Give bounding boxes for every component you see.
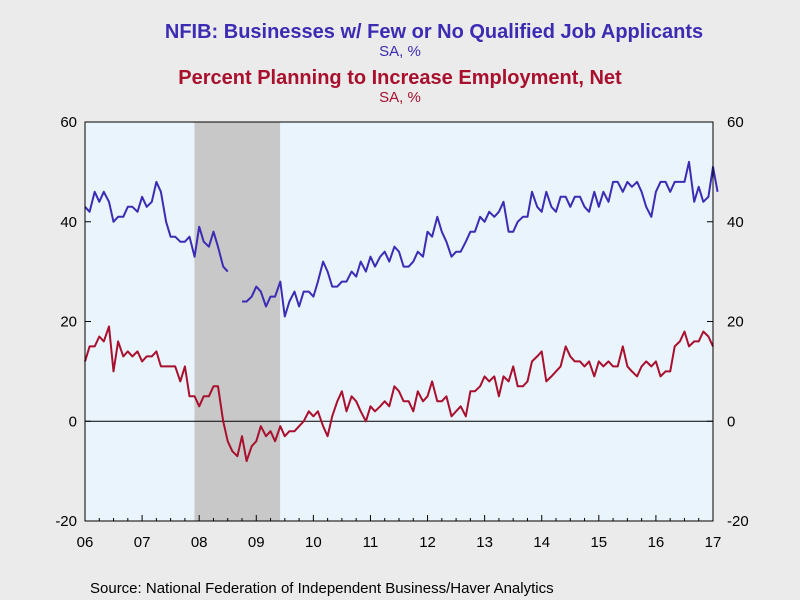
x-tick-label: 08 — [191, 534, 208, 551]
chart-title-3: Percent Planning to Increase Employment,… — [178, 67, 622, 89]
plot-area — [84, 121, 719, 522]
chart-title-1: NFIB: Businesses w/ Few or No Qualified … — [165, 21, 703, 43]
x-tick-label: 16 — [648, 534, 665, 551]
x-tick-label: 14 — [533, 534, 550, 551]
source-note: Source: National Federation of Independe… — [90, 580, 554, 597]
chart-titles: NFIB: Businesses w/ Few or No Qualified … — [165, 21, 703, 106]
x-tick-label: 13 — [476, 534, 493, 551]
x-tick-label: 07 — [134, 534, 151, 551]
y-tick-label-left: 60 — [60, 114, 77, 131]
y-tick-label-right: -20 — [727, 513, 749, 530]
y-tick-label-left: -20 — [55, 513, 77, 530]
y-tick-label-right: 40 — [727, 214, 744, 231]
y-axis-left: 60 40 20 0 -20 — [55, 114, 91, 530]
x-tick-label: 15 — [590, 534, 607, 551]
y-tick-label-left: 40 — [60, 214, 77, 231]
x-axis: 06 07 08 09 10 11 12 13 14 15 16 17 — [77, 515, 722, 551]
y-tick-label-right: 0 — [727, 413, 735, 430]
x-tick-label: 09 — [248, 534, 265, 551]
x-tick-label: 17 — [705, 534, 722, 551]
y-tick-label-right: 20 — [727, 314, 744, 331]
plot-background — [85, 122, 713, 521]
series-line-1 — [84, 160, 719, 318]
y-axis-right: 60 40 20 0 -20 — [707, 114, 749, 530]
x-tick-label: 10 — [305, 534, 322, 551]
y-tick-label-left: 0 — [69, 413, 77, 430]
y-tick-label-right: 60 — [727, 114, 744, 131]
x-tick-label: 06 — [77, 534, 94, 551]
x-tick-label: 12 — [419, 534, 436, 551]
chart-title-4: SA, % — [379, 89, 421, 106]
y-tick-label-left: 20 — [60, 314, 77, 331]
chart-title-2: SA, % — [379, 43, 421, 60]
x-tick-label: 11 — [363, 534, 379, 551]
recession-band — [194, 122, 281, 521]
series-line-2 — [84, 325, 714, 463]
